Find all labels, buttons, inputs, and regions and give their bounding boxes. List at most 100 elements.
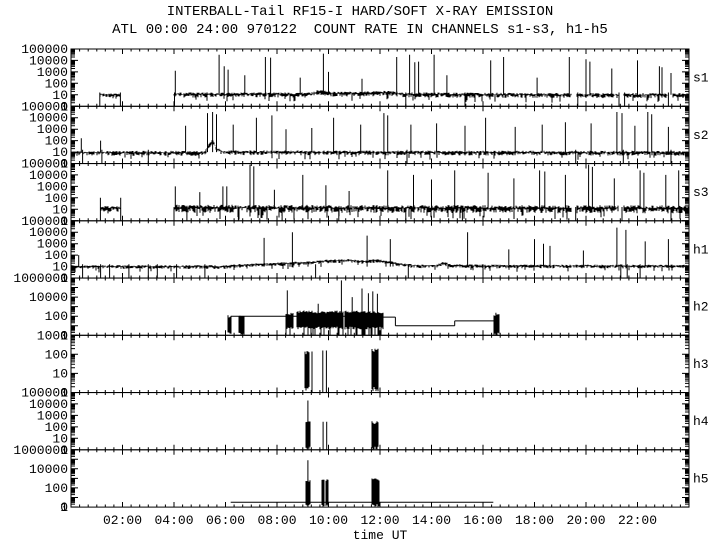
y-tick-label: 100000	[21, 386, 68, 401]
y-tick-label: 1	[60, 99, 68, 114]
panel-frame	[70, 334, 690, 394]
panel-frame	[70, 105, 690, 165]
x-tick-label: 16:00	[463, 513, 502, 528]
panel-frame	[70, 220, 690, 279]
y-tick-label: 100000	[21, 214, 68, 229]
panel-ticks	[71, 105, 689, 164]
y-tick-label: 100	[45, 481, 68, 496]
y-tick-label: 10000	[29, 290, 68, 305]
x-axis-label: time UT	[352, 528, 408, 543]
y-tick-label: 10000	[29, 462, 68, 477]
panel-frame	[70, 392, 690, 451]
y-tick-label: 1	[60, 271, 68, 286]
y-tick-label: 1000	[37, 122, 68, 137]
x-tick-label: 18:00	[515, 513, 554, 528]
trace-s1	[99, 53, 690, 107]
y-tick-label: 0	[60, 157, 68, 172]
y-tick-label: 10000	[29, 111, 68, 126]
y-tick-label: 100	[45, 309, 68, 324]
y-tick-label: 10	[52, 260, 68, 275]
y-tick-label: 100000	[21, 42, 68, 57]
y-tick-label: 10000	[29, 168, 68, 183]
y-tick-label: 10	[52, 88, 68, 103]
y-tick-label: 10	[52, 366, 68, 381]
y-tick-label: 1	[60, 386, 68, 401]
y-tick-label: 10	[52, 145, 68, 160]
panel-ticks	[71, 449, 689, 508]
y-tick-label: 100	[45, 248, 68, 263]
x-tick-label: 02:00	[103, 513, 142, 528]
x-tick-label: 12:00	[360, 513, 399, 528]
x-tick-label: 20:00	[566, 513, 605, 528]
x-tick-label: 06:00	[206, 513, 245, 528]
trace-s3	[99, 164, 690, 221]
y-tick-label: 1	[60, 214, 68, 229]
y-tick-label: 1000	[37, 237, 68, 252]
panel-ticks	[71, 392, 689, 451]
y-tick-label: 1000	[37, 328, 68, 343]
panel-ticks	[71, 220, 689, 279]
y-tick-label: 10000	[29, 53, 68, 68]
y-tick-label: 0	[60, 443, 68, 458]
y-tick-label: 0	[60, 271, 68, 286]
y-tick-label: 1000	[37, 408, 68, 423]
y-tick-label: 1	[60, 443, 68, 458]
y-tick-label: 100000	[21, 157, 68, 172]
trace-h3	[304, 348, 379, 393]
panel-ticks	[71, 334, 689, 393]
y-tick-label: 100	[45, 191, 68, 206]
y-tick-label: 0	[60, 99, 68, 114]
x-tick-label: 08:00	[257, 513, 296, 528]
y-tick-label: 1000	[37, 179, 68, 194]
trace-h5	[230, 460, 494, 507]
panel-label-s3: s3	[693, 185, 709, 200]
y-tick-label: 10	[52, 202, 68, 217]
panel-ticks	[71, 48, 689, 107]
y-tick-label: 1	[60, 328, 68, 343]
panel-label-h5: h5	[693, 471, 709, 486]
panel-label-h4: h4	[693, 414, 709, 429]
y-tick-label: 10000	[29, 225, 68, 240]
y-tick-label: 0	[60, 328, 68, 343]
panel-label-s2: s2	[693, 128, 709, 143]
x-tick-label: 22:00	[618, 513, 657, 528]
panel-label-h2: h2	[693, 300, 709, 315]
panel-label-s1: s1	[693, 71, 709, 86]
y-tick-label: 1	[60, 157, 68, 172]
y-tick-label: 1000	[37, 65, 68, 80]
x-tick-label: 04:00	[154, 513, 193, 528]
y-tick-label: 1000000	[13, 271, 68, 286]
y-tick-label: 1000000	[13, 443, 68, 458]
y-tick-label: 0	[60, 214, 68, 229]
y-tick-label: 100	[45, 76, 68, 91]
panel-ticks	[71, 163, 689, 222]
y-tick-label: 0	[60, 500, 68, 515]
x-tick-label: 14:00	[412, 513, 451, 528]
panel-frame	[70, 449, 690, 508]
panel-label-h3: h3	[693, 357, 709, 372]
x-tick-label: 10:00	[309, 513, 348, 528]
panel-ticks	[71, 277, 689, 336]
y-tick-label: 100	[45, 134, 68, 149]
y-tick-label: 10	[52, 431, 68, 446]
y-tick-label: 100000	[21, 99, 68, 114]
panel-frame	[70, 163, 690, 222]
trace-h2	[227, 280, 500, 336]
chart-subtitle: ATL 00:00 24:00 970122 COUNT RATE IN CHA…	[112, 22, 608, 38]
chart-title: INTERBALL-Tail RF15-I HARD/SOFT X-RAY EM…	[166, 4, 554, 20]
trace-s2	[70, 112, 690, 164]
y-tick-label: 10000	[29, 397, 68, 412]
panel-frame	[70, 48, 690, 107]
trace-h1	[70, 227, 690, 278]
y-tick-label: 1	[60, 500, 68, 515]
